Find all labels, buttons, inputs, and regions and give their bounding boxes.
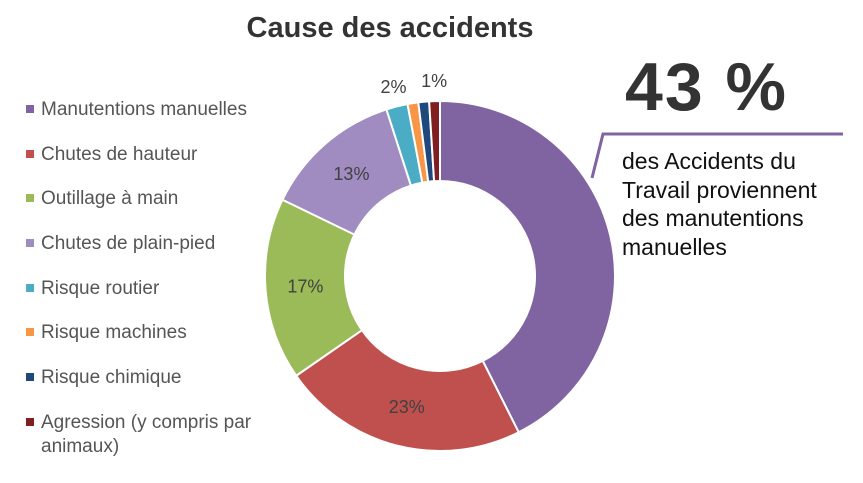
callout-text: des Accidents du Travail proviennent des… — [622, 148, 817, 260]
legend-swatch — [26, 194, 34, 203]
donut-slice — [439, 99, 616, 434]
legend-label: Risque routier — [41, 277, 160, 299]
legend-label: Chutes de plain-pied — [41, 233, 216, 255]
chart-title: Cause des accidents — [246, 12, 534, 44]
legend-swatch — [26, 283, 34, 292]
headline-stat: 43 % — [625, 49, 788, 125]
data-label: 1% — [421, 71, 447, 91]
legend-label: Manutentions manuelles — [41, 99, 247, 120]
data-label: 13% — [333, 164, 369, 184]
legend-item: Chutes de hauteur — [26, 141, 326, 186]
legend-item: Agression (y compris par animaux) — [26, 409, 326, 457]
legend-item: Chutes de plain-pied — [26, 230, 326, 275]
data-label: 2% — [380, 77, 406, 97]
legend-swatch — [26, 105, 34, 113]
legend-item: Manutentions manuelles — [26, 96, 326, 141]
donut-slice — [428, 99, 441, 183]
legend-swatch — [26, 149, 34, 158]
legend-label: Agression (y compris par animaux) — [41, 411, 252, 457]
callout-connector-line — [590, 132, 843, 179]
legend-item: Risque routier — [26, 275, 326, 320]
legend-swatch — [26, 373, 34, 382]
legend-label: Chutes de hauteur — [41, 143, 198, 165]
donut-slice — [294, 328, 521, 452]
legend-item: Risque machines — [26, 319, 326, 364]
legend-swatch — [26, 417, 34, 426]
legend-label: Risque chimique — [41, 367, 182, 389]
chart-legend: Manutentions manuelles Chutes de hauteur O… — [26, 96, 326, 457]
legend-item: Outillage à main — [26, 185, 326, 230]
legend-item: Risque chimique — [26, 364, 326, 409]
legend-swatch — [26, 239, 34, 248]
legend-label: Outillage à main — [41, 188, 179, 210]
legend-label: Risque machines — [41, 322, 187, 344]
data-label: 17% — [287, 276, 323, 296]
legend-swatch — [26, 328, 34, 337]
data-label: 23% — [389, 397, 425, 417]
